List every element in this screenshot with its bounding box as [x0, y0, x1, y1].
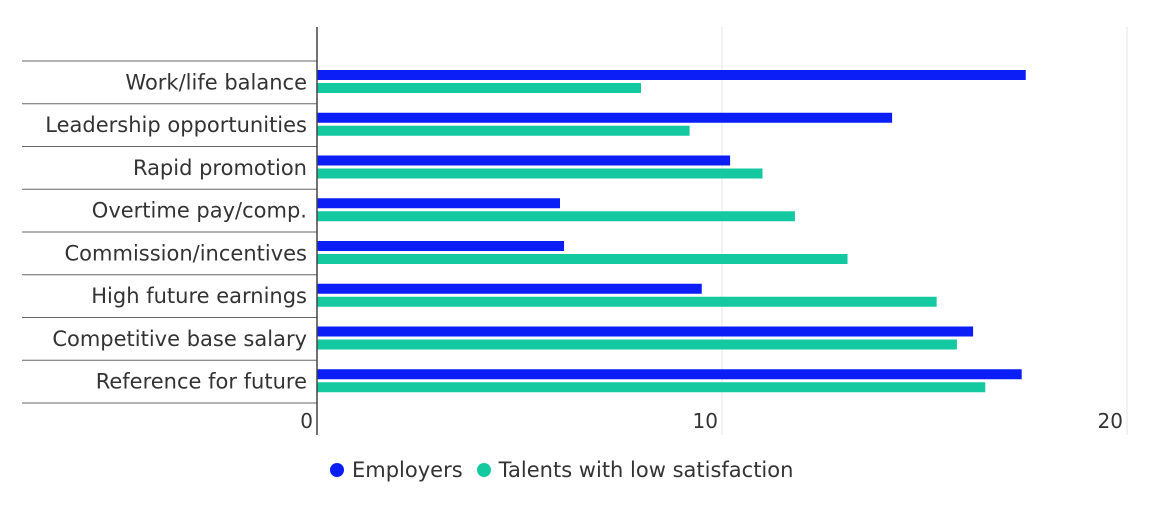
bar-employers-4[interactable]	[317, 241, 565, 251]
legend-marker-employers	[330, 463, 344, 477]
gridlines	[721, 27, 1128, 435]
legend: Employers Talents with low satisfaction	[330, 458, 807, 482]
x-tick-label: 10	[693, 409, 718, 433]
legend-marker-talents	[476, 463, 491, 477]
bar-employers-1[interactable]	[317, 112, 893, 123]
bar-talents-1[interactable]	[317, 125, 690, 136]
category-label: Rapid promotion	[133, 156, 307, 180]
bar-employers-5[interactable]	[317, 283, 702, 294]
bar-talents-4[interactable]	[317, 254, 848, 264]
bar-employers-3[interactable]	[317, 198, 560, 209]
category-label: Reference for future	[96, 370, 307, 394]
category-separators	[22, 60, 317, 404]
legend-label-talents: Talents with low satisfaction	[498, 458, 794, 482]
bar-employers-6[interactable]	[317, 326, 974, 337]
bar-talents-5[interactable]	[317, 296, 937, 307]
category-labels: Work/life balance Leadership opportunitie…	[45, 70, 307, 393]
bar-talents-2[interactable]	[317, 168, 763, 179]
bar-employers-0[interactable]	[317, 70, 1026, 80]
category-label: Competitive base salary	[52, 327, 307, 351]
bar-talents-0[interactable]	[317, 83, 641, 93]
x-tick-label: 20	[1098, 409, 1123, 433]
category-label: High future earnings	[91, 284, 307, 308]
category-label: Leadership opportunities	[45, 113, 307, 137]
category-label: Work/life balance	[125, 70, 307, 94]
category-label: Commission/incentives	[65, 241, 307, 265]
bar-employers-2[interactable]	[317, 155, 731, 166]
bar-talents-6[interactable]	[317, 339, 957, 350]
bar-talents-7[interactable]	[317, 382, 986, 393]
legend-item-employers[interactable]: Employers	[330, 458, 463, 482]
bar-employers-7[interactable]	[317, 369, 1022, 380]
bars	[317, 70, 1026, 393]
legend-label-employers: Employers	[352, 458, 463, 482]
legend-item-talents[interactable]: Talents with low satisfaction	[476, 458, 794, 482]
category-label: Overtime pay/comp.	[92, 199, 307, 223]
x-tick-labels: 0 10 20	[300, 409, 1123, 433]
bar-talents-3[interactable]	[317, 211, 795, 222]
x-tick-label: 0	[300, 409, 313, 433]
